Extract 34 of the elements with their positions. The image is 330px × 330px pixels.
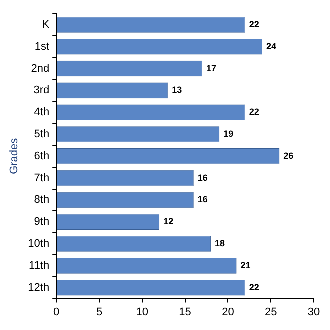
y-tick-label: 8th — [34, 194, 50, 206]
data-label: 17 — [206, 63, 216, 74]
y-tick-label: 7th — [34, 172, 50, 184]
data-label: 22 — [249, 282, 260, 292]
y-axis-title: Grades — [8, 138, 21, 174]
data-label: 22 — [249, 19, 260, 30]
y-tick-label: 3rd — [34, 84, 50, 97]
data-label: 12 — [164, 216, 174, 227]
y-tick-label: 6th — [34, 150, 50, 162]
data-label: 21 — [240, 260, 251, 270]
y-tick-label: 11th — [29, 260, 50, 272]
data-label: 13 — [172, 85, 182, 96]
y-tick-label: 4th — [34, 106, 50, 119]
y-tick-label: 10th — [28, 238, 50, 250]
data-label: 16 — [198, 172, 208, 183]
x-tick-label: 30 — [308, 306, 320, 318]
x-tick-label: 25 — [264, 306, 278, 318]
y-tick-label: 9th — [34, 216, 50, 228]
data-label: 26 — [284, 150, 294, 161]
y-tick-label: 1st — [34, 40, 50, 53]
data-label: 16 — [198, 194, 208, 205]
x-tick-label: 10 — [136, 306, 149, 318]
data-label: 19 — [224, 128, 234, 139]
data-label: 22 — [249, 107, 260, 118]
y-tick-label: 2nd — [31, 62, 50, 75]
y-tick-label: 5th — [34, 128, 50, 141]
data-label: 24 — [266, 41, 277, 52]
y-tick-label: K — [42, 18, 50, 31]
data-label: 18 — [215, 238, 226, 249]
y-tick-label: 12th — [28, 282, 50, 294]
x-tick-label: 0 — [54, 306, 60, 318]
x-tick-label: 15 — [179, 306, 192, 318]
x-tick-label: 5 — [96, 306, 103, 318]
x-tick-label: 20 — [222, 306, 234, 318]
